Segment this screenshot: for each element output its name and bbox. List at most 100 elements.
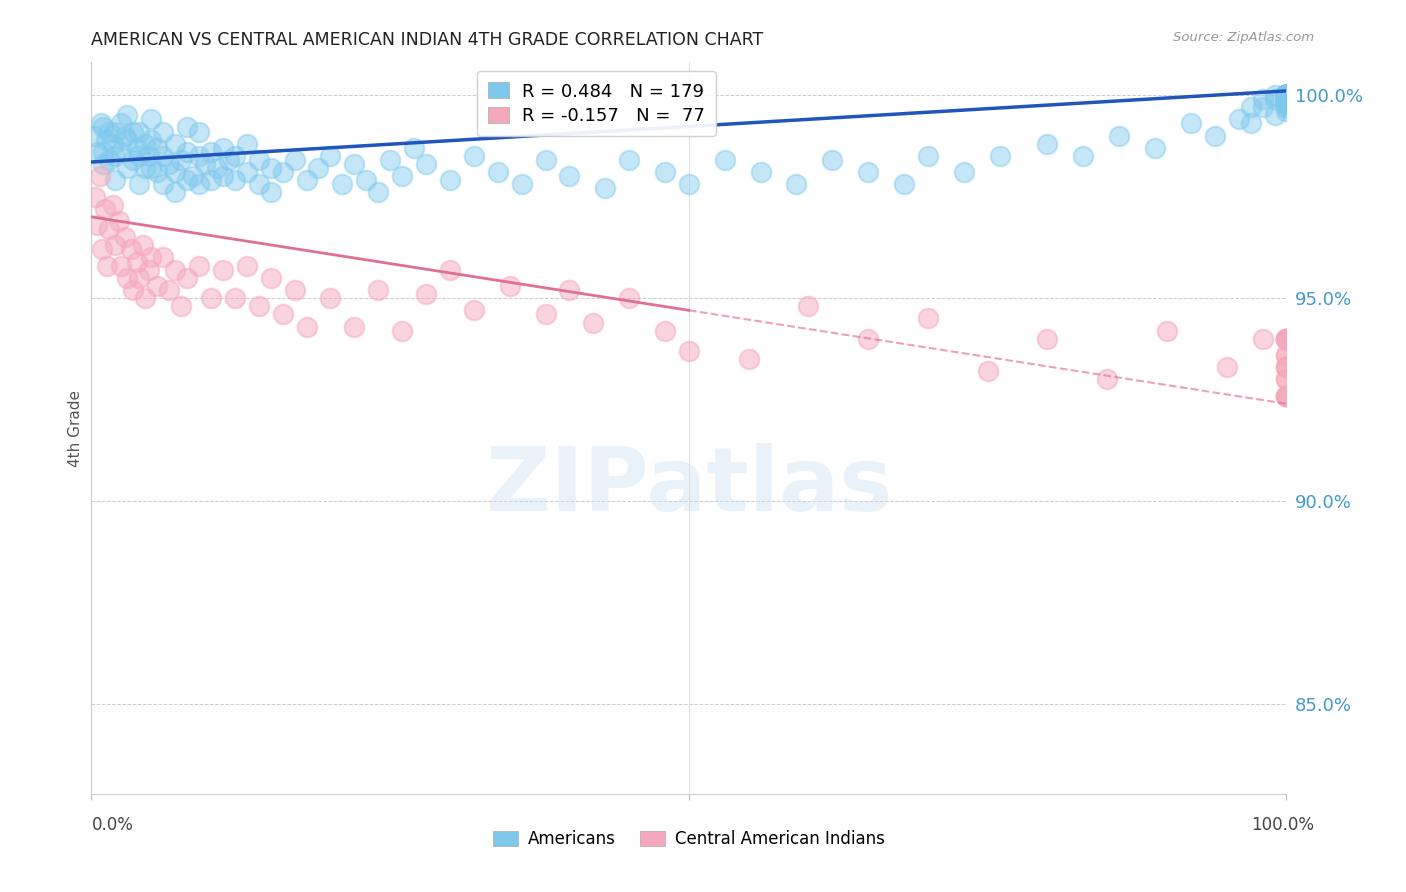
Point [1275,332,1298,346]
Point [319,291,342,305]
Point [1275,87,1298,102]
Point [1275,87,1298,102]
Point [654,165,676,179]
Point [235,136,259,151]
Point [1275,87,1298,102]
Point [976,364,998,378]
Point [138,149,160,163]
Point [654,324,676,338]
Point [120,243,142,257]
Point [1275,87,1298,102]
Point [378,153,402,167]
Point [224,149,246,163]
Point [146,141,169,155]
Point [152,124,174,138]
Point [122,153,145,167]
Point [1156,324,1178,338]
Text: AMERICAN VS CENTRAL AMERICAN INDIAN 4TH GRADE CORRELATION CHART: AMERICAN VS CENTRAL AMERICAN INDIAN 4TH … [91,31,763,49]
Point [181,169,204,184]
Point [1204,128,1226,143]
Point [307,161,329,175]
Point [1275,87,1298,102]
Point [319,149,342,163]
Point [1275,332,1298,346]
Point [1275,87,1298,102]
Point [1275,92,1298,106]
Point [200,291,222,305]
Point [917,149,939,163]
Point [125,254,148,268]
Point [235,259,259,273]
Point [115,161,138,175]
Point [93,202,115,216]
Point [534,307,557,321]
Point [463,149,485,163]
Text: 100.0%: 100.0% [1251,816,1315,834]
Point [211,262,233,277]
Point [163,186,186,200]
Point [110,116,132,130]
Point [1275,87,1298,102]
Point [1275,87,1298,102]
Point [176,120,198,135]
Point [141,112,162,127]
Point [1097,372,1119,386]
Point [96,259,118,273]
Point [259,161,281,175]
Point [1275,87,1298,102]
Point [122,124,145,138]
Point [86,218,108,232]
Point [1275,87,1298,102]
Point [194,157,217,171]
Point [1275,348,1298,362]
Point [1251,332,1274,346]
Point [91,243,114,257]
Point [1275,87,1298,102]
Point [1144,141,1167,155]
Point [917,311,939,326]
Text: Source: ZipAtlas.com: Source: ZipAtlas.com [1174,31,1315,45]
Point [1275,87,1298,102]
Point [1036,136,1059,151]
Point [678,343,700,358]
Point [295,319,318,334]
Point [1275,96,1298,111]
Point [146,165,169,179]
Point [1264,92,1286,106]
Point [176,173,198,187]
Point [1275,360,1298,375]
Point [1275,100,1298,114]
Point [235,165,259,179]
Point [1275,87,1298,102]
Point [259,270,281,285]
Point [271,307,294,321]
Point [1275,87,1298,102]
Point [797,299,820,313]
Point [1275,389,1298,403]
Point [170,153,193,167]
Point [1275,389,1298,403]
Point [224,291,246,305]
Text: ZIPatlas: ZIPatlas [486,443,891,530]
Point [354,173,377,187]
Point [1275,87,1298,102]
Point [1275,96,1298,111]
Point [187,259,211,273]
Point [94,133,117,147]
Point [1275,87,1298,102]
Point [415,157,437,171]
Point [1275,92,1298,106]
Point [247,299,270,313]
Point [138,262,160,277]
Point [205,161,228,175]
Point [98,222,121,236]
Point [163,136,186,151]
Point [284,153,307,167]
Point [367,186,389,200]
Point [176,145,198,159]
Text: 0.0%: 0.0% [91,816,134,834]
Point [1275,87,1298,102]
Point [157,157,180,171]
Point [115,270,138,285]
Point [1275,332,1298,346]
